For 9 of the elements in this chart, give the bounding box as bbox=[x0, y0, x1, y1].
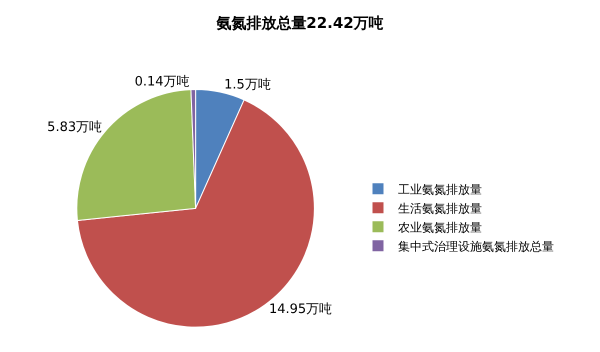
legend-label: 生活氨氮排放量 bbox=[398, 201, 482, 216]
chart-title: 氨氮排放总量22.42万吨 bbox=[215, 14, 384, 32]
legend-label: 工业氨氮排放量 bbox=[398, 182, 482, 196]
data-label: 5.83万吨 bbox=[47, 120, 102, 135]
legend-label: 集中式治理设施氨氮排放总量 bbox=[398, 239, 554, 254]
legend-label: 农业氨氮排放量 bbox=[398, 220, 482, 234]
data-label: 1.5万吨 bbox=[224, 77, 271, 92]
data-label: 0.14万吨 bbox=[134, 74, 190, 90]
data-label: 14.95万吨 bbox=[268, 302, 332, 318]
